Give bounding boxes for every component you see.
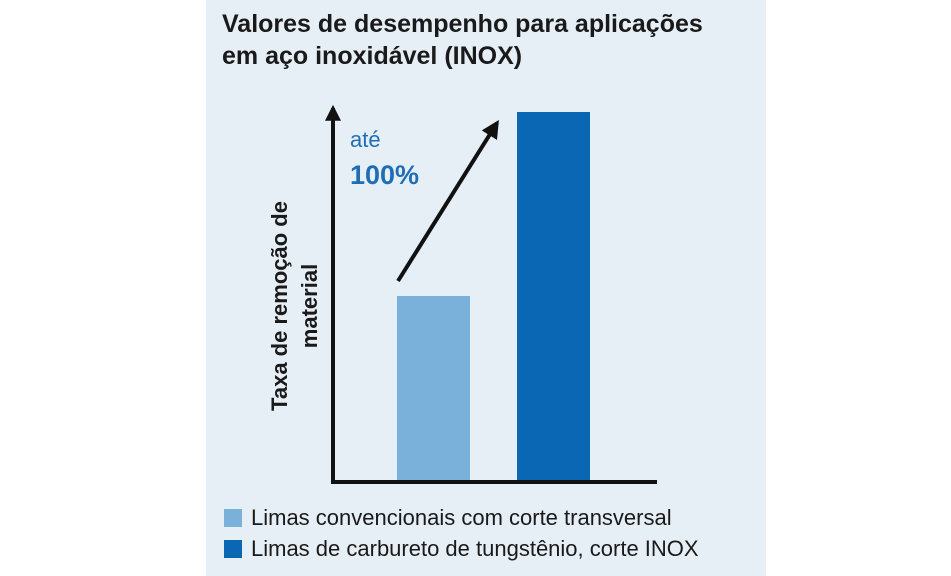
- legend-label-inox: Limas de carbureto de tungstênio, corte …: [251, 536, 699, 561]
- legend-label-conventional: Limas convencionais com corte transversa…: [251, 505, 672, 530]
- legend-swatch-conventional: [224, 509, 242, 527]
- chart-title-line-2: em aço inoxidável (INOX): [222, 42, 523, 70]
- legend-swatch-inox: [224, 540, 242, 558]
- increase-arrow: [396, 119, 499, 283]
- chart-title-line-1: Valores de desempenho para aplicações: [222, 10, 703, 38]
- bar-conventional: [397, 296, 470, 480]
- legend-item-conventional: Limas convencionais com corte transversa…: [224, 504, 672, 532]
- legend-item-inox: Limas de carbureto de tungstênio, corte …: [224, 535, 699, 563]
- chart-title: Valores de desempenho para aplicações em…: [222, 8, 762, 72]
- bar-inox: [517, 112, 590, 480]
- annotation-line-1: até: [350, 127, 381, 152]
- annotation-line-2: 100%: [350, 160, 420, 190]
